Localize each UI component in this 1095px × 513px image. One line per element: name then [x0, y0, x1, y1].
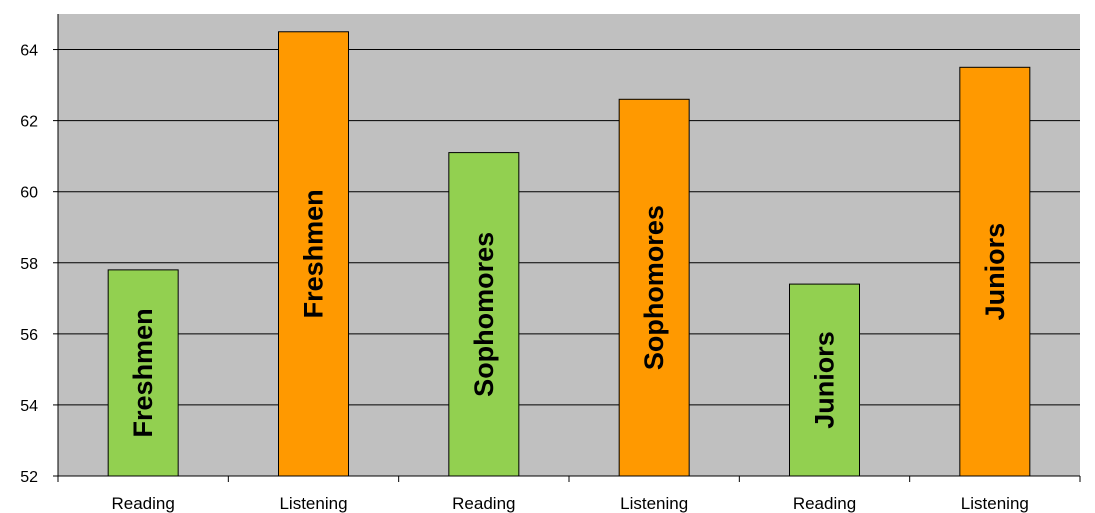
x-tick-label: Listening — [279, 494, 347, 513]
bar-label: Sophomores — [469, 232, 499, 397]
y-tick-label: 54 — [20, 398, 38, 415]
x-tick-label: Reading — [793, 494, 856, 513]
plot-area — [58, 14, 1080, 476]
y-tick-label: 52 — [20, 469, 38, 486]
x-tick-label: Listening — [961, 494, 1029, 513]
bar-label: Freshmen — [128, 308, 158, 437]
gridlines — [58, 49, 1080, 406]
y-tick-label: 60 — [20, 185, 38, 202]
bar — [789, 283, 860, 477]
bar-label: Juniors — [980, 223, 1010, 321]
y-tick-label: 58 — [20, 256, 38, 273]
y-tick-label: 64 — [20, 43, 38, 60]
bar-label: Sophomores — [639, 205, 669, 370]
bar-label: Freshmen — [299, 189, 329, 318]
x-tick-label: Reading — [112, 494, 175, 513]
bar-label: Juniors — [810, 331, 840, 429]
x-tick-label: Reading — [452, 494, 515, 513]
x-axis-ticks: Reading Listening Reading Listening Reading L… — [57, 476, 1081, 513]
bar — [618, 98, 690, 477]
y-tick-label: 62 — [20, 114, 38, 131]
y-axis-ticks: 52 54 56 58 60 62 64 — [20, 43, 58, 486]
x-tick-label: Listening — [620, 494, 688, 513]
bars: Freshmen Freshmen Sophomores Sophomores Juni… — [107, 31, 1031, 477]
y-tick-label: 56 — [20, 327, 38, 344]
bar — [448, 152, 520, 477]
